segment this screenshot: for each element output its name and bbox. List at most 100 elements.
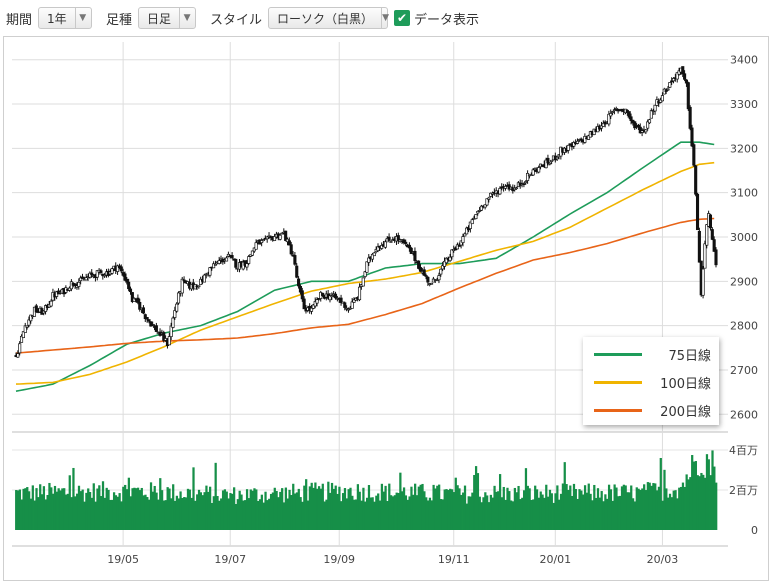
volume-bar (292, 483, 295, 530)
candle-body (295, 265, 299, 278)
volume-bar (511, 501, 515, 530)
candle-body (213, 263, 218, 266)
volume-bar (301, 501, 304, 530)
candle-body (350, 301, 354, 309)
volume-bar (561, 483, 565, 530)
volume-bar (436, 485, 439, 530)
candle-body (309, 307, 314, 312)
candle-body (455, 244, 459, 250)
volume-bar (347, 489, 350, 530)
volume-bar (258, 499, 262, 530)
candle-body (465, 227, 469, 235)
volume-bar (64, 494, 68, 530)
volume-bar (55, 491, 58, 530)
volume-bar (473, 475, 476, 530)
volume-bar (44, 499, 47, 530)
candle-body (372, 252, 376, 257)
y-tick-label: 3000 (730, 231, 758, 244)
candle-body (234, 258, 238, 268)
volume-bar (375, 495, 378, 530)
volume-bar (144, 494, 147, 530)
candle-body (143, 314, 147, 320)
candle-body (620, 108, 624, 111)
y-tick-label: 3200 (730, 142, 758, 155)
volume-bar (530, 499, 533, 530)
volume-bar (380, 483, 384, 530)
volume-bar (587, 483, 590, 530)
volume-bar (98, 485, 101, 530)
volume-bar (262, 502, 265, 530)
candle-body (430, 282, 434, 285)
volume-bar (650, 485, 653, 530)
volume-bar (70, 497, 73, 530)
volume-bar (391, 496, 395, 530)
volume-bar (567, 489, 570, 530)
volume-bar (26, 487, 29, 530)
volume-bar (683, 486, 686, 530)
volume-bar (249, 489, 252, 530)
volume-bar (35, 488, 38, 530)
candle-body (315, 299, 319, 304)
volume-bar (297, 488, 300, 530)
candle-body (629, 116, 633, 121)
volume-bar (275, 490, 278, 530)
volume-bar (317, 486, 321, 530)
candle-body (34, 305, 38, 313)
candle-body (712, 239, 716, 252)
candle-body (692, 144, 696, 166)
volume-bar (133, 487, 136, 530)
candle-body (116, 265, 120, 272)
volume-bar (661, 500, 664, 530)
volume-bar (691, 455, 694, 530)
volume-bar (471, 492, 474, 530)
ashi-select[interactable]: 日足 ▼ (138, 7, 197, 29)
candle-body (352, 299, 356, 303)
volume-tick-label: 0 (751, 524, 758, 537)
candle-body (261, 239, 266, 242)
candle-body (448, 256, 452, 262)
candle-body (457, 245, 461, 247)
volume-bar (639, 489, 642, 530)
legend-label-ma75: 75日線 (668, 349, 711, 364)
candle-body (212, 263, 216, 269)
volume-bar (31, 485, 34, 530)
candle-body (180, 278, 184, 294)
volume-bar (615, 487, 618, 530)
volume-bar (441, 499, 444, 530)
candle-body (587, 135, 591, 140)
volume-bar (268, 498, 271, 530)
ashi-select-value: 日足 (147, 11, 172, 26)
volume-bar (456, 485, 459, 530)
x-tick-label: 20/01 (539, 553, 571, 566)
candle-body (575, 140, 580, 144)
volume-bar (415, 495, 419, 530)
volume-bar (227, 498, 230, 530)
style-select-value: ローソク（白黒） (277, 11, 374, 26)
volume-bar (674, 490, 677, 530)
volume-bar (356, 484, 360, 530)
volume-bar (238, 490, 241, 530)
volume-bar (338, 486, 341, 530)
chart-toolbar: 期間 1年 ▼ 足種 日足 ▼ スタイル ローソク（白黒） ▼ ✔ データ表示 (0, 0, 772, 36)
volume-bar (633, 501, 637, 530)
period-select[interactable]: 1年 ▼ (38, 7, 93, 29)
volume-bar (364, 501, 367, 530)
volume-bar (524, 468, 528, 530)
volume-bar (395, 492, 398, 530)
volume-bar (74, 496, 77, 530)
volume-bar (251, 490, 254, 530)
data-display-label[interactable]: データ表示 (414, 12, 480, 28)
volume-bar (652, 483, 655, 530)
volume-bar (295, 492, 299, 530)
volume-bar (341, 493, 345, 530)
volume-bar (580, 490, 583, 530)
volume-bar (37, 497, 40, 530)
style-select[interactable]: ローソク（白黒） ▼ (268, 7, 389, 29)
volume-bar (107, 489, 110, 530)
data-display-checkbox[interactable]: ✔ (394, 10, 411, 26)
candle-body (437, 275, 441, 281)
volume-bar (497, 491, 500, 530)
candle-body (44, 305, 48, 312)
candle-body (470, 219, 474, 225)
volume-bar (489, 494, 492, 530)
